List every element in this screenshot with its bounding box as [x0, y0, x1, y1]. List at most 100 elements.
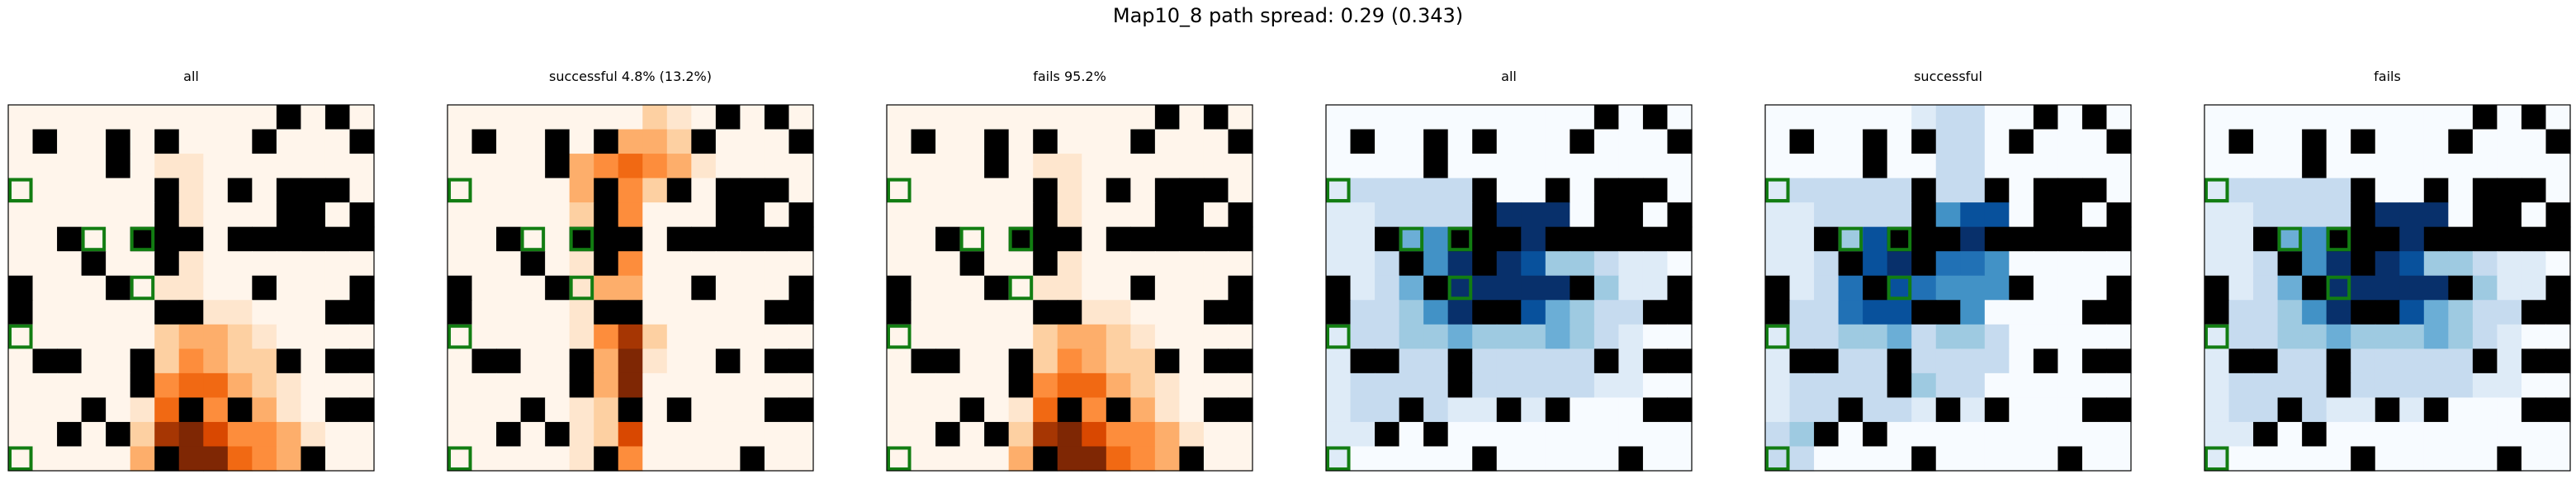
- wall-cell: [1057, 300, 1082, 325]
- heat-cell: [252, 397, 277, 423]
- heat-cell: [1082, 154, 1107, 179]
- wall-cell: [1570, 129, 1595, 154]
- heat-cell: [1447, 251, 1473, 277]
- heat-cell: [2033, 275, 2058, 301]
- heat-cell: [32, 275, 58, 301]
- wall-cell: [2057, 202, 2083, 228]
- heat-cell: [447, 226, 473, 252]
- wall-cell: [1472, 251, 1498, 277]
- wall-cell: [2253, 421, 2279, 448]
- wall-cell: [2375, 300, 2400, 325]
- heat-cell: [1447, 300, 1473, 325]
- panel-title: successful 4.8% (13.2%): [549, 69, 712, 84]
- wall-cell: [520, 397, 546, 423]
- heat-cell: [2399, 324, 2425, 349]
- panel-frame: [1325, 104, 1693, 472]
- wall-cell: [2057, 446, 2083, 472]
- heat-cell: [2423, 349, 2449, 374]
- heat-cell: [2326, 275, 2351, 301]
- heat-cell: [2448, 178, 2474, 203]
- heat-cell: [618, 251, 643, 277]
- wall-cell: [2521, 178, 2547, 203]
- heat-cell: [2106, 178, 2132, 203]
- heat-cell: [642, 154, 668, 179]
- wall-cell: [227, 226, 253, 252]
- heat-cell: [57, 251, 83, 277]
- heat-cell: [2326, 300, 2351, 325]
- heat-cell: [1326, 226, 1352, 252]
- wall-cell: [1618, 446, 1644, 472]
- heat-cell: [1765, 324, 1791, 349]
- wall-cell: [1008, 349, 1034, 374]
- wall-cell: [1423, 154, 1449, 179]
- heat-cell: [1935, 178, 1961, 203]
- heat-cell: [2399, 446, 2425, 472]
- wall-cell: [594, 178, 619, 203]
- heat-cell: [1350, 372, 1376, 398]
- wall-cell: [1447, 349, 1473, 374]
- heat-cell: [1935, 446, 1961, 472]
- heat-cell: [740, 105, 765, 130]
- heat-cell: [2277, 275, 2303, 301]
- heat-cell: [2375, 446, 2400, 472]
- wall-cell: [2033, 226, 2058, 252]
- heat-cell: [2472, 275, 2498, 301]
- heat-cell: [2204, 446, 2230, 472]
- heat-cell: [1082, 226, 1107, 252]
- heat-cell: [1887, 178, 1912, 203]
- heat-cell: [1789, 275, 1815, 301]
- heat-cell: [788, 251, 814, 277]
- heat-cell: [2253, 251, 2279, 277]
- heat-cell: [959, 300, 985, 325]
- heat-cell: [1814, 178, 1840, 203]
- heat-cell: [887, 421, 912, 448]
- heat-cell: [2497, 349, 2522, 374]
- heat-cell: [1593, 275, 1619, 301]
- wall-cell: [8, 275, 34, 301]
- heat-cell: [471, 372, 497, 398]
- heat-cell: [2545, 178, 2571, 203]
- wall-cell: [2545, 129, 2571, 154]
- wall-cell: [130, 372, 155, 398]
- wall-cell: [2472, 226, 2498, 252]
- heat-cell: [2057, 349, 2083, 374]
- wall-cell: [1984, 178, 2010, 203]
- heat-cell: [1423, 446, 1449, 472]
- wall-cell: [2302, 154, 2327, 179]
- heat-cell: [691, 105, 717, 130]
- highlight-marker: [520, 226, 546, 252]
- heat-cell: [2448, 372, 2474, 398]
- heat-cell: [2375, 202, 2400, 228]
- wall-cell: [1472, 129, 1498, 154]
- heat-cell: [1984, 324, 2010, 349]
- heat-cell: [1375, 154, 1400, 179]
- heat-cell: [1082, 105, 1107, 130]
- heat-cell: [2033, 300, 2058, 325]
- wall-cell: [106, 275, 131, 301]
- heat-cell: [1618, 372, 1644, 398]
- wall-cell: [1179, 178, 1205, 203]
- heat-cell: [1887, 105, 1912, 130]
- wall-cell: [1838, 397, 1863, 423]
- heat-cell: [1008, 251, 1034, 277]
- heat-cell: [887, 397, 912, 423]
- heat-cell: [106, 251, 131, 277]
- wall-cell: [740, 202, 765, 228]
- wall-cell: [1447, 372, 1473, 398]
- heat-cell: [1935, 129, 1961, 154]
- heat-cell: [1179, 397, 1205, 423]
- heat-cell: [471, 300, 497, 325]
- wall-cell: [2497, 202, 2522, 228]
- heat-cell: [2423, 300, 2449, 325]
- heat-cell: [1545, 275, 1570, 301]
- heat-cell: [1350, 226, 1376, 252]
- wall-cell: [1935, 397, 1961, 423]
- heat-cell: [203, 178, 229, 203]
- highlight-marker: [8, 324, 33, 349]
- heat-cell: [1521, 300, 1546, 325]
- heat-cell: [1375, 324, 1400, 349]
- heat-cell: [2472, 300, 2498, 325]
- heat-cell: [618, 129, 643, 154]
- heat-cell: [2375, 324, 2400, 349]
- heat-cell: [2081, 129, 2108, 154]
